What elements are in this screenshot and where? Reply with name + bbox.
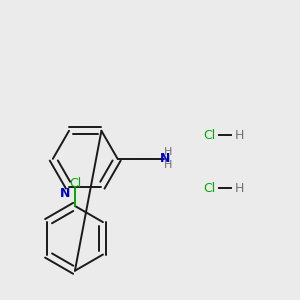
Text: Cl: Cl: [203, 182, 215, 195]
Text: H: H: [235, 129, 244, 142]
Text: N: N: [160, 152, 170, 165]
Text: H: H: [164, 147, 172, 158]
Text: Cl: Cl: [69, 177, 81, 190]
Text: Cl: Cl: [203, 129, 215, 142]
Text: N: N: [59, 187, 70, 200]
Text: H: H: [235, 182, 244, 195]
Text: H: H: [164, 160, 172, 170]
